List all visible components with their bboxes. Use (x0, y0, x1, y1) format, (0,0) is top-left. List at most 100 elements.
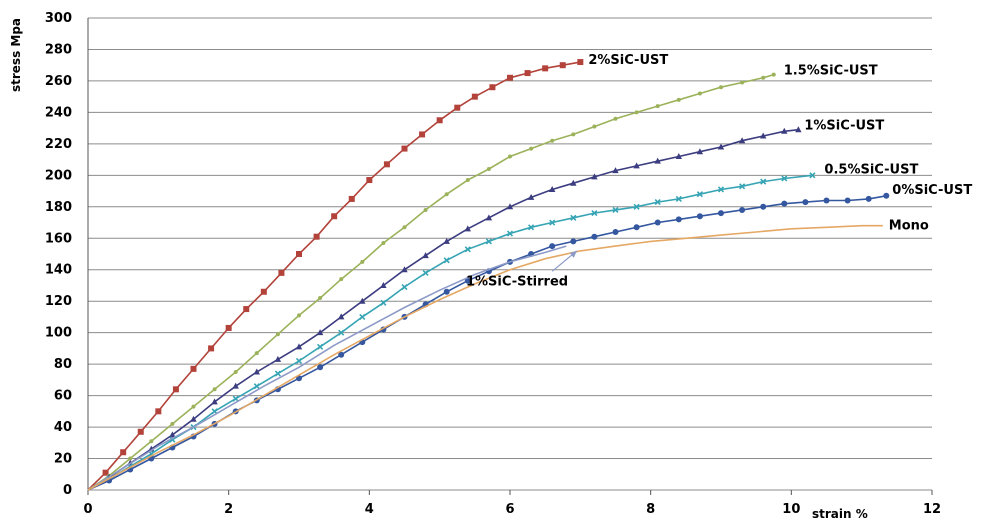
data-point (739, 206, 746, 213)
data-point (507, 74, 513, 81)
series-label: 2%SiC-UST (588, 53, 668, 68)
data-point (486, 167, 491, 172)
y-tick-label: 280 (45, 42, 72, 57)
data-point (612, 228, 619, 235)
data-point (253, 368, 260, 375)
series-label: 0.5%SiC-UST (824, 162, 918, 177)
y-axis-title: stress Mpa (9, 18, 23, 92)
series-2%SiC-UST (87, 59, 584, 491)
data-point (760, 132, 767, 139)
data-point (212, 387, 217, 392)
series-labels: 2%SiC-UST 1.5%SiC-UST 1%SiC-UST 0.5%SiC-UST… (466, 53, 972, 289)
y-tick-label: 140 (45, 263, 72, 278)
data-point (591, 173, 598, 180)
data-point (128, 456, 133, 461)
axes: 0204060801001201401601802002202402602803… (45, 11, 941, 517)
data-point (208, 345, 215, 352)
data-point (380, 281, 387, 288)
data-point (102, 469, 109, 476)
data-point (274, 355, 282, 362)
data-point (296, 251, 302, 257)
gridlines (88, 17, 932, 491)
data-point (527, 193, 535, 200)
data-point (634, 110, 639, 115)
data-point (444, 192, 449, 197)
data-point (443, 288, 450, 295)
y-tick-label: 80 (54, 357, 72, 372)
data-point (318, 296, 323, 301)
series-0.5%SiC-UST (87, 172, 816, 491)
x-tick-label: 10 (782, 502, 800, 517)
data-point (465, 178, 470, 183)
x-tick-label: 2 (224, 502, 233, 517)
data-point (338, 313, 345, 320)
data-point (137, 428, 144, 435)
data-point (297, 313, 301, 318)
data-point (295, 343, 303, 350)
data-point (232, 395, 239, 402)
series-line (87, 73, 775, 491)
data-point (190, 415, 197, 422)
data-point (422, 269, 429, 276)
data-point (760, 178, 767, 185)
data-point (781, 127, 788, 134)
x-tick-label: 12 (923, 502, 941, 517)
data-point (401, 145, 408, 152)
series-label: Mono (889, 219, 929, 234)
data-point (170, 421, 175, 426)
data-point (331, 213, 338, 220)
data-point (559, 62, 566, 69)
data-point (232, 382, 239, 389)
data-point (613, 116, 618, 121)
data-point (278, 269, 285, 276)
series-label: 1%SiC-Stirred (466, 274, 568, 289)
data-point (401, 283, 408, 291)
data-point (675, 216, 682, 223)
data-point (696, 191, 703, 198)
data-point (633, 224, 640, 231)
data-point (485, 214, 493, 221)
x-tick-label: 8 (646, 502, 655, 517)
data-point (549, 219, 556, 226)
data-point (781, 200, 788, 207)
data-point (718, 210, 724, 217)
y-tick-label: 100 (45, 326, 72, 341)
data-point (506, 230, 514, 237)
data-point (419, 131, 426, 138)
data-point (338, 351, 345, 358)
data-point (570, 214, 577, 221)
data-point (225, 324, 232, 331)
data-point (380, 299, 387, 306)
data-point (717, 186, 725, 193)
y-tick-label: 240 (45, 105, 72, 120)
data-point (809, 172, 816, 179)
data-point (339, 277, 344, 282)
data-point (760, 203, 767, 210)
data-point (338, 329, 345, 336)
data-point (316, 329, 324, 336)
y-tick-label: 40 (54, 420, 72, 435)
data-point (612, 167, 619, 174)
series-0%SiC-UST (87, 192, 890, 491)
data-point (120, 449, 127, 456)
data-point (464, 246, 471, 253)
y-tick-label: 180 (45, 200, 72, 215)
data-point (654, 157, 661, 164)
data-point (823, 197, 830, 204)
y-tick-label: 260 (45, 74, 72, 89)
y-tick-label: 300 (45, 11, 72, 26)
y-tick-label: 160 (45, 231, 72, 246)
data-point (359, 297, 366, 304)
data-point (676, 97, 681, 102)
data-point (719, 85, 723, 90)
data-point (233, 370, 238, 374)
data-point (675, 195, 682, 202)
data-point (591, 233, 598, 240)
x-axis-title: strain % (812, 507, 868, 520)
data-point (401, 266, 408, 273)
series-1.5%SiC-UST (87, 72, 776, 491)
data-point (549, 185, 556, 192)
data-point (795, 126, 802, 133)
series-label: 1.5%SiC-UST (784, 64, 878, 79)
